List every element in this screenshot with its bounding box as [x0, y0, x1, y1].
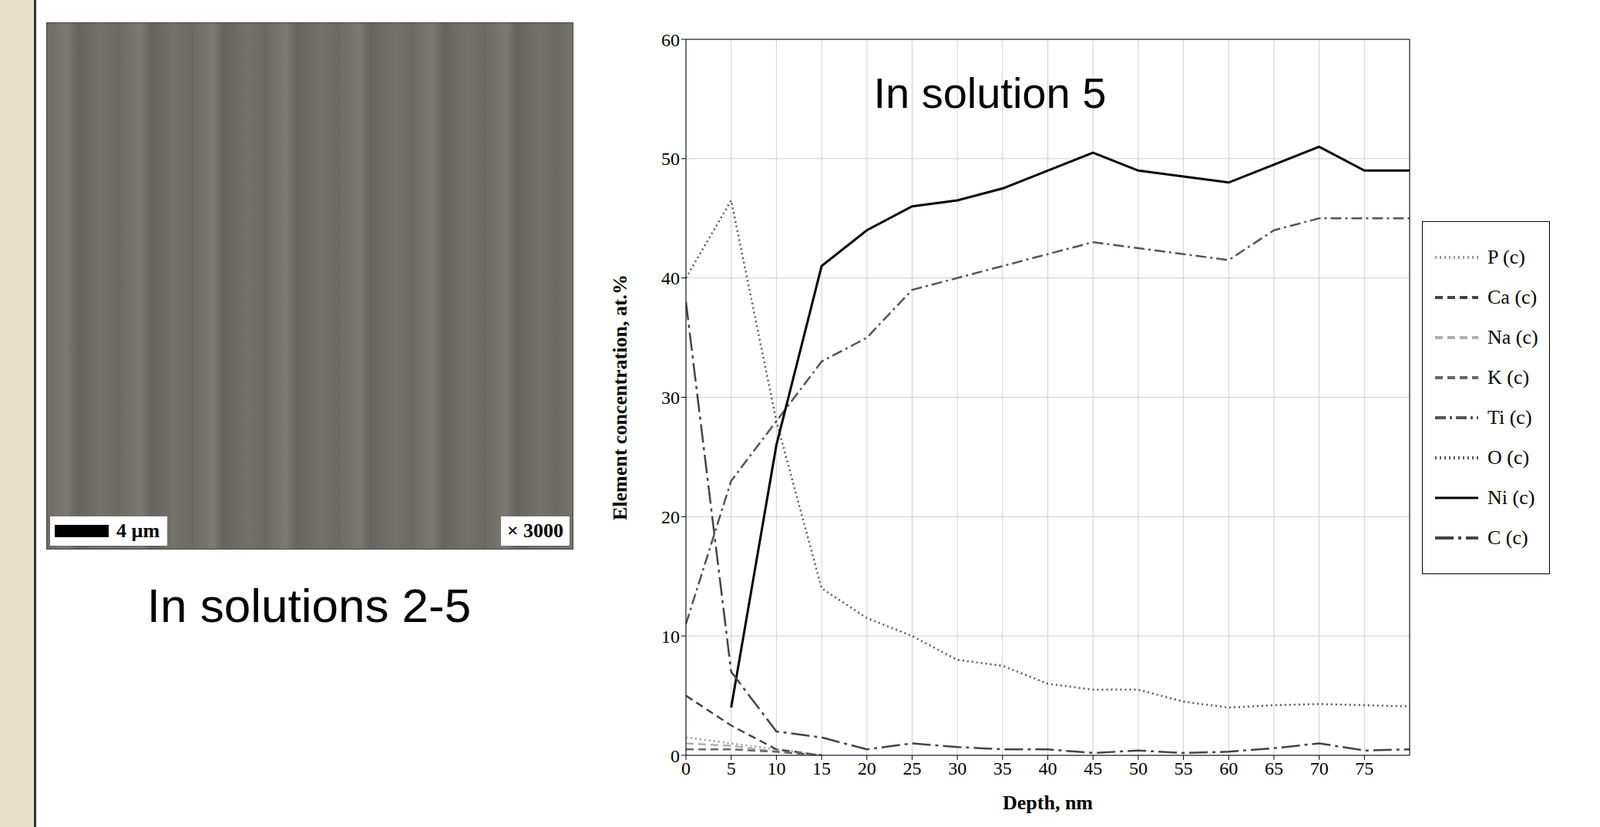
- html-text:× 3000: × 3000: [506, 519, 564, 542]
- svg-text:45: 45: [1083, 758, 1103, 779]
- svg-text:60: 60: [1219, 758, 1238, 779]
- svg-text:75: 75: [1354, 758, 1374, 779]
- svg-text:70: 70: [1310, 758, 1329, 779]
- html-text:C (c): C (c): [1487, 526, 1529, 549]
- svg-text:65: 65: [1264, 758, 1284, 779]
- svg-text:Element concentration, at.%: Element concentration, at.%: [608, 274, 632, 521]
- svg-text:10: 10: [766, 758, 786, 779]
- html-text:K (c): K (c): [1487, 366, 1530, 389]
- svg-text:0: 0: [670, 746, 680, 767]
- svg-text:50: 50: [661, 148, 680, 169]
- svg-text:50: 50: [1129, 758, 1148, 779]
- svg-text:30: 30: [661, 387, 680, 408]
- html-text:Na (c): Na (c): [1487, 326, 1539, 349]
- svg-text:5: 5: [726, 758, 737, 779]
- svg-text:25: 25: [902, 758, 922, 779]
- svg-text:15: 15: [812, 758, 831, 779]
- svg-text:0: 0: [681, 758, 691, 779]
- html-text:P (c): P (c): [1487, 245, 1526, 269]
- svg-text:35: 35: [993, 758, 1012, 779]
- svg-text:10: 10: [661, 626, 680, 647]
- svg-text:20: 20: [661, 507, 680, 528]
- svg-text:30: 30: [947, 758, 967, 779]
- svg-text:Depth, nm: Depth, nm: [1002, 791, 1093, 814]
- html-text:Ti (c): Ti (c): [1487, 406, 1532, 429]
- html-text:Ni (c): Ni (c): [1487, 486, 1535, 509]
- svg-text:55: 55: [1174, 758, 1194, 779]
- html-text:4 µm: 4 µm: [116, 519, 160, 542]
- svg-text:20: 20: [857, 758, 877, 779]
- html-text:O (c): O (c): [1487, 446, 1530, 469]
- html-text:Ca (c): Ca (c): [1487, 285, 1538, 309]
- svg-text:60: 60: [661, 30, 680, 51]
- svg-text:40: 40: [661, 268, 680, 289]
- html-text:In solutions 2-5: In solutions 2-5: [147, 578, 472, 632]
- html-text:In solution 5: In solution 5: [873, 68, 1107, 118]
- svg-text:40: 40: [1038, 758, 1058, 779]
